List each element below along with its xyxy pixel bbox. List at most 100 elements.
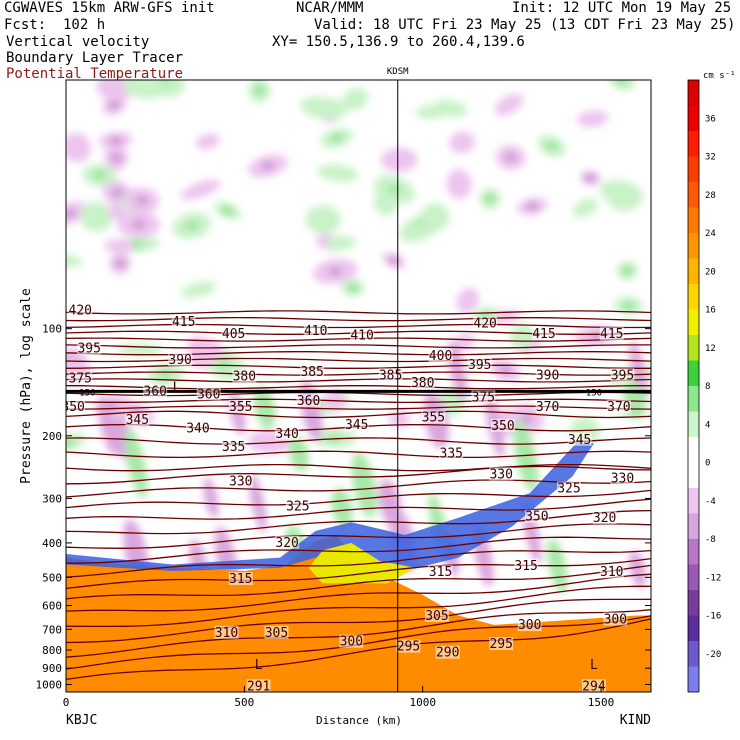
contour-label: 415: [532, 327, 555, 342]
colorbar-segment: [688, 590, 699, 616]
station-mid-label: KDSM: [387, 67, 409, 77]
colorbar-tick-label: -8: [705, 535, 716, 545]
tracer-fill: [66, 534, 651, 692]
contour-label: 325: [557, 482, 580, 497]
contour-label: 345: [126, 413, 149, 428]
contour-label: 395: [468, 358, 491, 373]
contour-label: 400: [429, 349, 452, 364]
colorbar-segment: [688, 105, 699, 131]
contour-label-bg: [428, 349, 453, 363]
contour-label: 360: [297, 394, 320, 409]
contour-label-bg: [467, 357, 492, 371]
colorbar-segment: [688, 462, 699, 488]
x-tick-label: 1000: [409, 696, 436, 709]
contour-label-bg: [171, 314, 196, 328]
contour-label-bg: [424, 608, 449, 622]
isentrope: [66, 463, 651, 472]
vv-core: [526, 202, 539, 211]
contour-label: 395: [77, 341, 100, 356]
y-tick-label: 500: [42, 571, 62, 584]
colorbar-segment: [688, 360, 699, 386]
isentrope: [66, 573, 651, 612]
colorbar-tick-label: 12: [705, 344, 716, 354]
vv-blob: [317, 164, 359, 182]
contour-label-bg: [303, 324, 328, 338]
contour-label: 385: [300, 365, 323, 380]
colorbar-tick-label: -20: [705, 650, 721, 660]
contour-label: 340: [186, 421, 209, 436]
vv-streak: [629, 341, 648, 402]
vv-core: [108, 101, 121, 110]
contour-label-bg: [264, 625, 289, 639]
vv-core: [621, 266, 634, 275]
vv-blob: [123, 80, 165, 99]
vv-core: [185, 221, 198, 230]
contour-label: 320: [593, 511, 616, 526]
isentrope: [66, 310, 651, 315]
contour-label-bg: [473, 316, 498, 330]
isentrope: [66, 585, 651, 628]
colorbar-segment: [688, 488, 699, 514]
field-vertical-velocity: Vertical velocity: [6, 34, 150, 50]
contour-label-bg: [246, 679, 271, 692]
colorbar-tick-label: 24: [705, 229, 716, 239]
contour-label: 290: [436, 646, 459, 661]
vv-core: [221, 206, 234, 215]
vv-blob: [494, 93, 524, 116]
contour-label: 295: [489, 637, 512, 652]
vv-blob: [599, 179, 644, 206]
contour-label: 370: [536, 400, 559, 415]
vv-core: [93, 171, 106, 180]
contour-label-bg: [68, 371, 93, 385]
vv-core: [615, 80, 628, 85]
contour-label-bg: [610, 471, 635, 485]
colorbar-tick-label: 0: [705, 459, 710, 469]
isentrope: [66, 618, 651, 681]
contour-label-bg: [581, 679, 606, 692]
colorbar-segment: [688, 131, 699, 157]
contour-label: 385: [379, 368, 402, 383]
vv-streak: [378, 479, 402, 529]
contour-label-bg: [185, 421, 210, 435]
vv-blob: [325, 235, 356, 251]
colorbar-tick-label: -12: [705, 573, 721, 583]
vv-blob: [415, 105, 447, 119]
colorbar-segment: [688, 284, 699, 310]
isentrope: [66, 323, 651, 329]
isentrope: [66, 564, 651, 600]
contour-label-bg: [228, 399, 253, 413]
contour-label: 380: [233, 369, 256, 384]
contour-label-bg: [214, 625, 239, 639]
contour-label-bg: [228, 572, 253, 586]
y-tick-label: 900: [42, 662, 62, 675]
vv-core: [545, 142, 558, 151]
contour-label-bg: [410, 376, 435, 390]
contour-label: 310: [600, 565, 623, 580]
contour-label: 375: [472, 390, 495, 405]
vv-core: [66, 438, 75, 447]
contour-label: 350: [61, 400, 84, 415]
vv-streak: [447, 340, 467, 401]
vv-streak: [331, 487, 353, 527]
y-tick-label: 700: [42, 623, 62, 636]
ascent-band: [66, 443, 594, 572]
vv-core: [520, 414, 533, 423]
vv-streak: [288, 436, 309, 472]
contour-label-bg: [489, 467, 514, 481]
vv-blob: [573, 198, 599, 218]
contour-label-bg: [275, 426, 300, 440]
contour-label-bg: [606, 399, 631, 413]
vv-core: [132, 220, 145, 229]
colorbar-tick-label: -4: [705, 497, 716, 507]
contour-label-bg: [531, 327, 556, 341]
isentrope: [66, 465, 651, 485]
colorbar-segment: [688, 564, 699, 590]
vv-core: [159, 370, 172, 379]
contour-label-bg: [599, 565, 624, 579]
contour-label: 315: [514, 559, 537, 574]
contour-label: 360: [197, 387, 220, 402]
contour-label-bg: [196, 387, 221, 401]
vv-blob: [446, 169, 472, 199]
contour-label-bg: [490, 418, 515, 432]
contour-label-bg: [228, 474, 253, 488]
